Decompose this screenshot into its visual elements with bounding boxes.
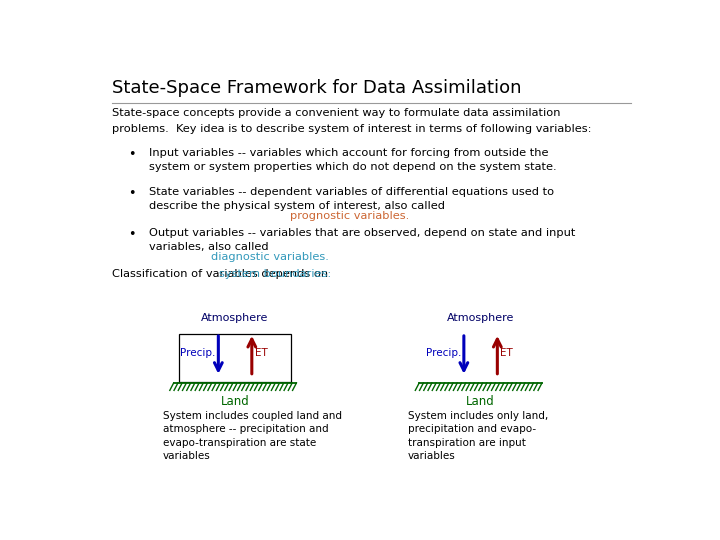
Text: •: • (128, 228, 135, 241)
Bar (179, 334, 291, 382)
Text: Land: Land (467, 395, 495, 408)
Text: ET: ET (255, 348, 267, 357)
Text: ET: ET (500, 348, 513, 357)
Text: Classification of variables depends on: Classification of variables depends on (112, 268, 332, 279)
Text: Precip.: Precip. (426, 348, 461, 357)
Text: •: • (128, 148, 135, 161)
Text: State-space concepts provide a convenient way to formulate data assimilation: State-space concepts provide a convenien… (112, 109, 561, 118)
Text: State variables -- dependent variables of differential equations used to
describ: State variables -- dependent variables o… (148, 187, 554, 211)
Text: Precip.: Precip. (180, 348, 215, 357)
Text: Land: Land (221, 395, 249, 408)
Text: •: • (128, 187, 135, 200)
Text: Atmosphere: Atmosphere (202, 313, 269, 322)
Text: System includes only land,
precipitation and evapo-
transpiration are input
vari: System includes only land, precipitation… (408, 411, 549, 461)
Text: Input variables -- variables which account for forcing from outside the
system o: Input variables -- variables which accou… (148, 148, 557, 172)
Text: problems.  Key idea is to describe system of interest in terms of following vari: problems. Key idea is to describe system… (112, 124, 592, 134)
Text: prognostic variables.: prognostic variables. (290, 211, 410, 221)
Text: State-Space Framework for Data Assimilation: State-Space Framework for Data Assimilat… (112, 79, 522, 97)
Text: Atmosphere: Atmosphere (447, 313, 514, 322)
Text: System includes coupled land and
atmosphere -- precipitation and
evapo-transpira: System includes coupled land and atmosph… (163, 411, 341, 461)
Text: system boundaries:: system boundaries: (218, 268, 330, 279)
Text: diagnostic variables.: diagnostic variables. (211, 252, 329, 261)
Text: Output variables -- variables that are observed, depend on state and input
varia: Output variables -- variables that are o… (148, 228, 575, 252)
